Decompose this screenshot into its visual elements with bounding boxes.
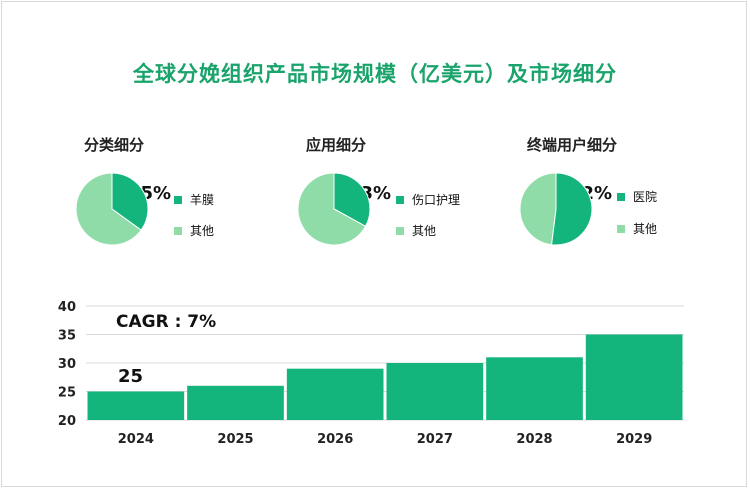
pie-slice-0-0 <box>111 172 149 231</box>
y-tick-label: 40 <box>58 300 76 315</box>
pie-slice-2-1 <box>519 172 557 246</box>
bar-2028 <box>486 357 583 420</box>
y-tick-label: 25 <box>58 386 76 401</box>
cagr-label: CAGR : 7% <box>116 312 217 332</box>
legend-label: 其他 <box>412 224 437 238</box>
y-tick-label: 35 <box>58 329 76 344</box>
legend-item-other-2: 其他 <box>396 222 436 239</box>
legend-item-other-1: 其他 <box>174 222 214 239</box>
legend-item-other-3: 其他 <box>617 220 657 237</box>
legend-label: 其他 <box>190 224 215 238</box>
x-tick-label: 2026 <box>317 432 353 447</box>
pie-title-category: 分类细分 <box>84 136 145 154</box>
legend-item-wound-care: 伤口护理 <box>396 191 460 208</box>
legend-label: 伤口护理 <box>412 193 461 207</box>
y-tick-label: 30 <box>58 357 76 372</box>
legend-item-hospital: 医院 <box>617 188 657 205</box>
bar-2025 <box>187 385 284 420</box>
pie-slice-0-1 <box>75 172 142 246</box>
pie-slice-1-1 <box>297 172 367 246</box>
legend-swatch <box>617 224 625 233</box>
x-tick-label: 2029 <box>616 432 652 447</box>
pie-title-application: 应用细分 <box>306 136 367 154</box>
legend-swatch <box>617 192 625 201</box>
page-title: 全球分娩组织产品市场规模（亿美元）及市场细分 <box>133 62 617 86</box>
legend-swatch <box>174 226 182 235</box>
bar-2026 <box>286 368 384 420</box>
y-tick-label: 20 <box>58 414 76 429</box>
bar-2024 <box>87 391 185 420</box>
x-tick-label: 2027 <box>417 432 453 447</box>
legend-swatch <box>174 195 182 204</box>
bar-2027 <box>386 363 484 420</box>
legend-swatch <box>396 226 404 235</box>
legend-label: 其他 <box>633 222 658 236</box>
bar-2029 <box>585 334 683 420</box>
x-tick-label: 2024 <box>118 432 154 447</box>
legend-item-amnion: 羊膜 <box>174 191 214 208</box>
bar-value-label-2024: 25 <box>118 366 144 387</box>
x-tick-label: 2025 <box>217 432 253 447</box>
pie-title-end-user: 终端用户细分 <box>527 136 618 154</box>
x-tick-label: 2028 <box>516 432 552 447</box>
pie-slice-1-0 <box>333 172 371 228</box>
legend-label: 羊膜 <box>190 193 215 207</box>
legend-label: 医院 <box>633 190 658 204</box>
pie-slice-2-0 <box>550 172 593 246</box>
legend-swatch <box>396 195 404 204</box>
